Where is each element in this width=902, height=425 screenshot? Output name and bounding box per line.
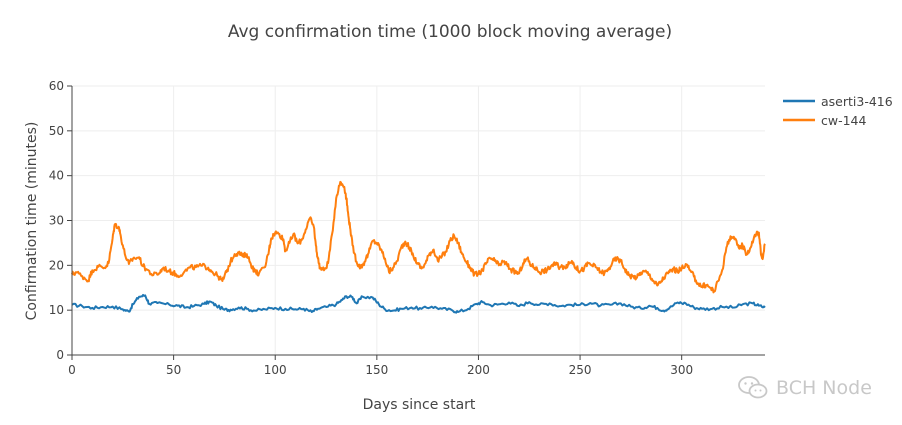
series-line-cw-144	[71, 180, 766, 294]
y-tick-label: 20	[49, 258, 64, 272]
legend-item-cw-144[interactable]: cw-144	[783, 113, 867, 128]
y-tick-label: 50	[49, 124, 64, 138]
legend-label-aserti3-416: aserti3-416	[821, 94, 893, 109]
y-tick-label: 40	[49, 169, 64, 183]
watermark-text: BCH Node	[776, 377, 872, 399]
x-tick-label: 250	[569, 363, 592, 377]
watermark: BCH Node	[738, 375, 872, 401]
x-axis-label: Days since start	[363, 397, 476, 413]
y-tick-label: 10	[49, 303, 64, 317]
chart-title: Avg confirmation time (1000 block moving…	[228, 22, 672, 42]
legend-item-aserti3-416[interactable]: aserti3-416	[783, 94, 893, 109]
plot-area	[71, 180, 766, 314]
y-tick-label: 60	[49, 79, 64, 93]
x-tick-label: 150	[365, 363, 388, 377]
wechat-icon	[738, 376, 768, 399]
x-tick-label: 100	[264, 363, 287, 377]
legend: aserti3-416 cw-144	[783, 94, 893, 128]
series-line-aserti3-416	[71, 293, 766, 314]
legend-label-cw-144: cw-144	[821, 113, 867, 128]
axes: 0 50 100 150 200 250 300 0 10 20 30 40 50 60	[49, 79, 765, 377]
y-tick-label: 30	[49, 214, 64, 228]
x-tick-label: 300	[670, 363, 693, 377]
y-tick-label: 0	[56, 348, 64, 362]
x-tick-label: 200	[467, 363, 490, 377]
x-tick-label: 0	[68, 363, 76, 377]
x-tick-label: 50	[166, 363, 181, 377]
y-axis-label: Confirmation time (minutes)	[24, 122, 40, 321]
